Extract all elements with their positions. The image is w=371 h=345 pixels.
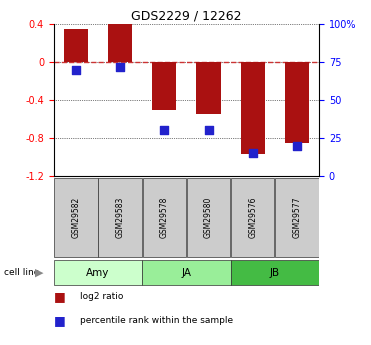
Bar (143, 178, 186, 257)
Bar (240, 62, 265, 154)
Bar (54, 260, 142, 285)
Text: log2 ratio: log2 ratio (80, 292, 123, 301)
Title: GDS2229 / 12262: GDS2229 / 12262 (131, 10, 242, 23)
Bar (142, 260, 231, 285)
Point (73, 67, 79, 72)
Point (161, 128, 167, 133)
Bar (98, 178, 142, 257)
Point (117, 64, 123, 69)
Text: percentile rank within the sample: percentile rank within the sample (80, 316, 233, 325)
Text: ■: ■ (54, 290, 66, 303)
Bar (231, 178, 275, 257)
Text: GSM29578: GSM29578 (160, 197, 169, 238)
Bar (152, 62, 177, 110)
Bar (275, 178, 319, 257)
Text: GSM29577: GSM29577 (292, 197, 302, 238)
Bar (108, 24, 132, 62)
Text: JA: JA (181, 268, 191, 277)
Text: JB: JB (270, 268, 280, 277)
Text: GSM29580: GSM29580 (204, 197, 213, 238)
Point (294, 143, 300, 148)
Text: GSM29583: GSM29583 (116, 197, 125, 238)
Bar (64, 29, 88, 62)
Text: ■: ■ (54, 314, 66, 327)
Bar (231, 260, 319, 285)
Bar (196, 62, 221, 114)
Text: GSM29582: GSM29582 (71, 197, 81, 238)
Text: ▶: ▶ (35, 268, 43, 277)
Text: Amy: Amy (86, 268, 110, 277)
Bar (187, 178, 230, 257)
Bar (285, 62, 309, 143)
Bar (54, 178, 98, 257)
Text: cell line: cell line (4, 268, 39, 277)
Text: GSM29576: GSM29576 (248, 197, 257, 238)
Point (206, 128, 211, 133)
Point (250, 150, 256, 156)
